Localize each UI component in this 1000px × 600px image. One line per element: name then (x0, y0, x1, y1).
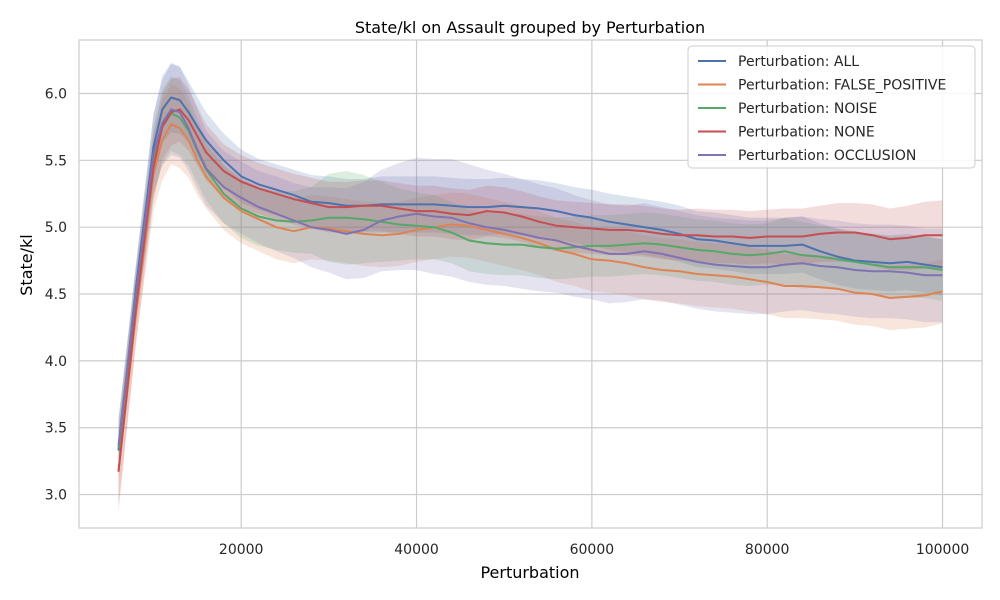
line-false-positive (117, 123, 943, 471)
x-tick-label: 60000 (570, 542, 615, 558)
y-tick-label: 4.0 (45, 354, 67, 370)
band-all (118, 62, 943, 478)
band-noise (118, 76, 943, 478)
y-tick-label: 5.0 (45, 220, 67, 236)
line-none (117, 108, 943, 472)
series-lines (117, 96, 943, 472)
x-tick-label: 80000 (745, 542, 790, 558)
x-axis-ticks: 20000 40000 60000 80000 100000 (219, 542, 969, 558)
band-none (118, 77, 943, 513)
legend: Perturbation: ALL Perturbation: FALSE_POS… (687, 45, 976, 169)
legend-label-false-positive: Perturbation: FALSE_POSITIVE (738, 78, 946, 94)
x-tick-label: 20000 (219, 542, 264, 558)
line-noise (117, 112, 943, 448)
grid (79, 40, 982, 528)
legend-box (687, 45, 976, 169)
y-axis-ticks: 3.0 3.5 4.0 4.5 5.0 5.5 6.0 (45, 86, 67, 503)
y-tick-label: 3.0 (45, 488, 67, 504)
legend-label-all: Perturbation: ALL (738, 54, 859, 70)
line-occlusion (117, 108, 943, 446)
band-occlusion (118, 64, 943, 472)
confidence-bands (118, 62, 943, 513)
x-axis-label: Perturbation (480, 563, 579, 582)
y-tick-label: 3.5 (45, 421, 67, 437)
y-tick-label: 4.5 (45, 287, 67, 303)
chart-title: State/kl on Assault grouped by Perturbat… (355, 18, 705, 37)
x-tick-label: 40000 (394, 542, 439, 558)
line-all (117, 96, 943, 451)
legend-label-noise: Perturbation: NOISE (738, 101, 877, 117)
band-false-positive (118, 84, 943, 504)
legend-label-occlusion: Perturbation: OCCLUSION (738, 148, 916, 164)
plot-frame (78, 39, 983, 529)
legend-label-none: Perturbation: NONE (738, 125, 875, 141)
x-tick-label: 100000 (916, 542, 969, 558)
y-tick-label: 5.5 (45, 153, 67, 169)
y-tick-label: 6.0 (45, 86, 67, 102)
y-axis-label: State/kl (17, 234, 36, 295)
